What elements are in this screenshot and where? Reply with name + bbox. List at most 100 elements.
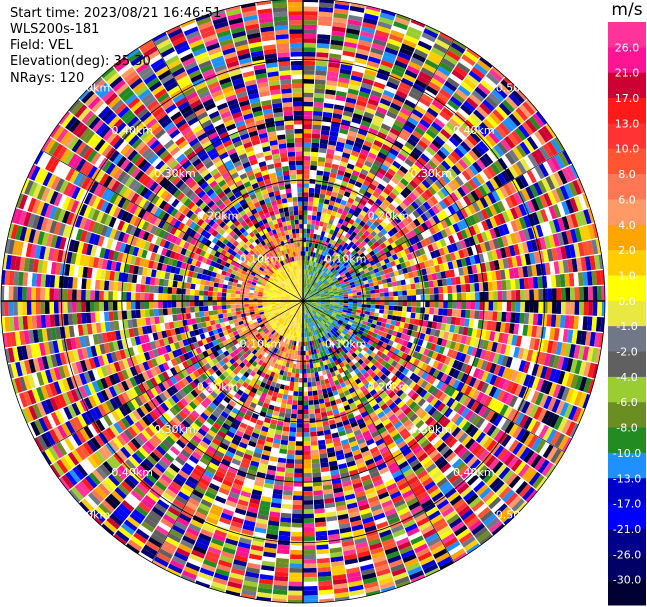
velocity-gate xyxy=(553,171,564,187)
velocity-gate xyxy=(204,280,210,286)
velocity-gate xyxy=(297,264,300,270)
velocity-gate xyxy=(466,134,478,147)
velocity-gate xyxy=(18,210,28,226)
velocity-gate xyxy=(136,107,149,119)
velocity-gate xyxy=(328,272,334,277)
velocity-gate xyxy=(386,110,398,120)
velocity-gate xyxy=(425,294,430,301)
velocity-gate xyxy=(314,243,319,249)
velocity-gate xyxy=(180,294,186,301)
velocity-gate xyxy=(439,209,448,220)
velocity-gate xyxy=(488,204,498,216)
velocity-gate xyxy=(266,226,272,233)
velocity-gate xyxy=(447,153,458,165)
velocity-gate xyxy=(345,139,355,146)
velocity-gate xyxy=(165,214,174,224)
velocity-gate xyxy=(294,296,299,300)
velocity-gate xyxy=(315,272,319,278)
velocity-gate xyxy=(319,245,324,251)
velocity-gate xyxy=(343,106,355,113)
velocity-gate xyxy=(220,183,229,191)
velocity-gate xyxy=(273,111,284,118)
velocity-gate xyxy=(407,116,419,127)
velocity-gate xyxy=(303,74,315,80)
velocity-gate xyxy=(247,221,254,228)
velocity-gate xyxy=(263,44,276,51)
velocity-gate xyxy=(404,247,411,255)
velocity-gate xyxy=(351,237,358,244)
velocity-gate xyxy=(158,163,169,174)
velocity-gate xyxy=(544,207,553,221)
velocity-gate xyxy=(294,269,298,275)
velocity-gate xyxy=(157,132,169,143)
velocity-gate xyxy=(171,176,182,186)
velocity-gate xyxy=(238,128,249,136)
velocity-gate xyxy=(381,210,390,218)
velocity-gate xyxy=(235,164,244,172)
velocity-gate xyxy=(401,284,407,291)
velocity-gate xyxy=(81,90,95,104)
velocity-gate xyxy=(247,32,261,40)
velocity-gate xyxy=(268,246,274,252)
velocity-gate xyxy=(276,43,290,49)
velocity-gate xyxy=(329,48,343,55)
velocity-gate xyxy=(258,86,270,93)
velocity-gate xyxy=(296,178,303,184)
velocity-gate xyxy=(538,301,544,314)
velocity-gate xyxy=(185,30,201,41)
velocity-gate xyxy=(192,158,202,168)
velocity-gate xyxy=(204,38,219,48)
velocity-gate xyxy=(112,153,124,165)
velocity-gate xyxy=(208,265,215,272)
velocity-gate xyxy=(347,197,355,205)
velocity-gate xyxy=(178,48,192,59)
velocity-gate xyxy=(582,193,591,209)
velocity-gate xyxy=(449,73,463,85)
velocity-gate xyxy=(162,180,172,190)
velocity-gate xyxy=(500,138,512,152)
velocity-gate xyxy=(564,273,570,287)
velocity-gate xyxy=(49,190,59,205)
velocity-gate xyxy=(175,97,188,107)
velocity-gate xyxy=(303,174,310,179)
velocity-gate xyxy=(203,172,213,182)
velocity-gate xyxy=(540,326,547,339)
velocity-gate xyxy=(256,77,268,84)
velocity-gate xyxy=(492,109,505,122)
velocity-gate xyxy=(271,229,277,235)
velocity-gate xyxy=(146,77,160,89)
velocity-gate xyxy=(299,283,301,288)
velocity-gate xyxy=(429,294,435,301)
velocity-gate xyxy=(358,258,364,264)
velocity-gate xyxy=(111,118,124,131)
velocity-gate xyxy=(44,156,56,171)
velocity-gate xyxy=(151,84,165,96)
velocity-gate xyxy=(473,319,479,329)
velocity-gate xyxy=(367,240,374,247)
velocity-gate xyxy=(306,294,310,298)
velocity-gate xyxy=(267,291,273,295)
velocity-gate xyxy=(212,287,218,292)
velocity-gate xyxy=(474,292,480,301)
velocity-gate xyxy=(463,77,477,90)
velocity-gate xyxy=(83,218,92,231)
velocity-gate xyxy=(198,60,212,70)
velocity-gate xyxy=(121,210,130,222)
velocity-gate xyxy=(406,306,412,313)
velocity-gate xyxy=(335,247,341,254)
velocity-gate xyxy=(306,264,309,270)
velocity-gate xyxy=(467,327,473,337)
velocity-gate xyxy=(387,237,395,245)
velocity-gate xyxy=(192,223,201,232)
velocity-gate xyxy=(489,228,497,240)
velocity-gate xyxy=(290,242,295,248)
velocity-gate xyxy=(356,291,362,296)
velocity-gate xyxy=(561,231,569,245)
velocity-gate xyxy=(258,199,266,206)
velocity-gate xyxy=(118,185,129,197)
velocity-gate xyxy=(178,254,185,262)
velocity-gate xyxy=(257,8,273,15)
velocity-gate xyxy=(382,313,388,319)
velocity-gate xyxy=(180,52,194,63)
velocity-gate xyxy=(154,277,160,286)
